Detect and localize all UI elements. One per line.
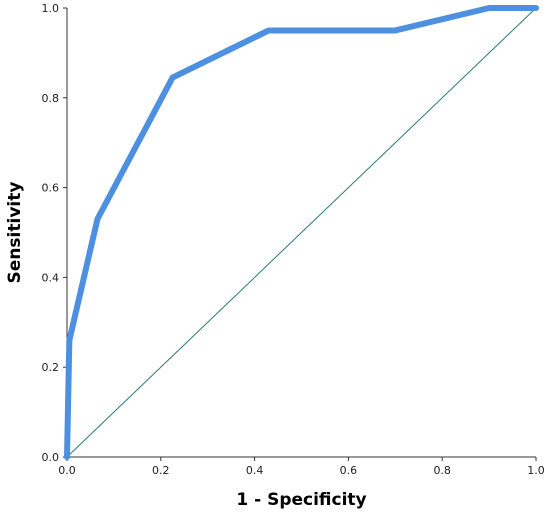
reference-diagonal-line: [66, 7, 537, 458]
y-tick-label: 0.8: [42, 92, 60, 105]
series-group: [64, 5, 539, 460]
x-tick-label: 0.0: [58, 464, 76, 477]
roc-curve-line: [64, 5, 539, 460]
y-tick-label: 0.6: [42, 182, 60, 195]
x-tick-label: 0.6: [340, 464, 358, 477]
x-tick-label: 1.0: [527, 464, 545, 477]
x-axis-title: 1 - Specificity: [236, 490, 366, 510]
y-tick-label: 1.0: [42, 2, 60, 15]
y-axis-ticks: 0.0 0.2 0.4 0.6 0.8 1.0: [42, 2, 67, 464]
y-tick-label: 0.4: [42, 271, 60, 284]
x-tick-label: 0.4: [246, 464, 264, 477]
x-axis-ticks: 0.0 0.2 0.4 0.6 0.8 1.0: [58, 457, 545, 477]
x-tick-label: 0.8: [433, 464, 451, 477]
y-axis-title: Sensitivity: [5, 182, 25, 284]
y-tick-label: 0.0: [42, 451, 60, 464]
y-tick-label: 0.2: [42, 361, 60, 374]
x-tick-label: 0.2: [152, 464, 170, 477]
